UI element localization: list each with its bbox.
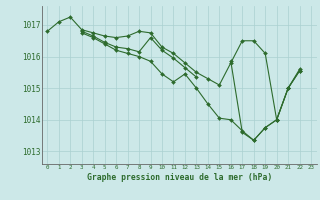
X-axis label: Graphe pression niveau de la mer (hPa): Graphe pression niveau de la mer (hPa) — [87, 173, 272, 182]
